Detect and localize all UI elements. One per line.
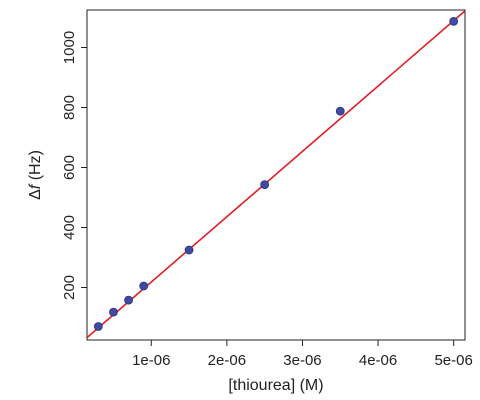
y-tick-label: 400 bbox=[61, 215, 78, 240]
y-tick-label: 600 bbox=[61, 155, 78, 180]
x-tick-label: 3e-06 bbox=[283, 352, 321, 369]
data-points bbox=[93, 16, 459, 331]
x-tick-label: 2e-06 bbox=[208, 352, 246, 369]
data-point bbox=[260, 180, 270, 190]
data-point bbox=[109, 307, 118, 317]
data-point bbox=[449, 16, 459, 26]
fit-line bbox=[86, 10, 466, 339]
y-axis-title-variable: f bbox=[27, 183, 44, 189]
y-axis-title-unit: (Hz) bbox=[27, 150, 44, 185]
y-tick-label: 200 bbox=[61, 275, 78, 300]
plot-frame bbox=[86, 9, 466, 341]
x-axis-title: [thiourea] (M) bbox=[228, 377, 323, 394]
y-axis: 200 400 600 800 1000 bbox=[61, 31, 87, 300]
data-point bbox=[124, 295, 133, 305]
y-tick-label: 800 bbox=[61, 95, 78, 120]
y-tick-label: 1000 bbox=[61, 31, 78, 64]
y-axis-title-symbol: Δ bbox=[27, 189, 44, 200]
x-tick-label: 1e-06 bbox=[132, 352, 170, 369]
data-point bbox=[139, 281, 149, 291]
y-axis-title: Δf (Hz) bbox=[27, 150, 44, 200]
data-point bbox=[93, 322, 103, 331]
x-tick-label: 5e-06 bbox=[434, 352, 472, 369]
data-point bbox=[184, 245, 194, 255]
data-point bbox=[335, 106, 345, 116]
x-tick-label: 4e-06 bbox=[359, 352, 397, 369]
x-axis: 1e-06 2e-06 3e-06 4e-06 5e-06 bbox=[132, 340, 473, 369]
